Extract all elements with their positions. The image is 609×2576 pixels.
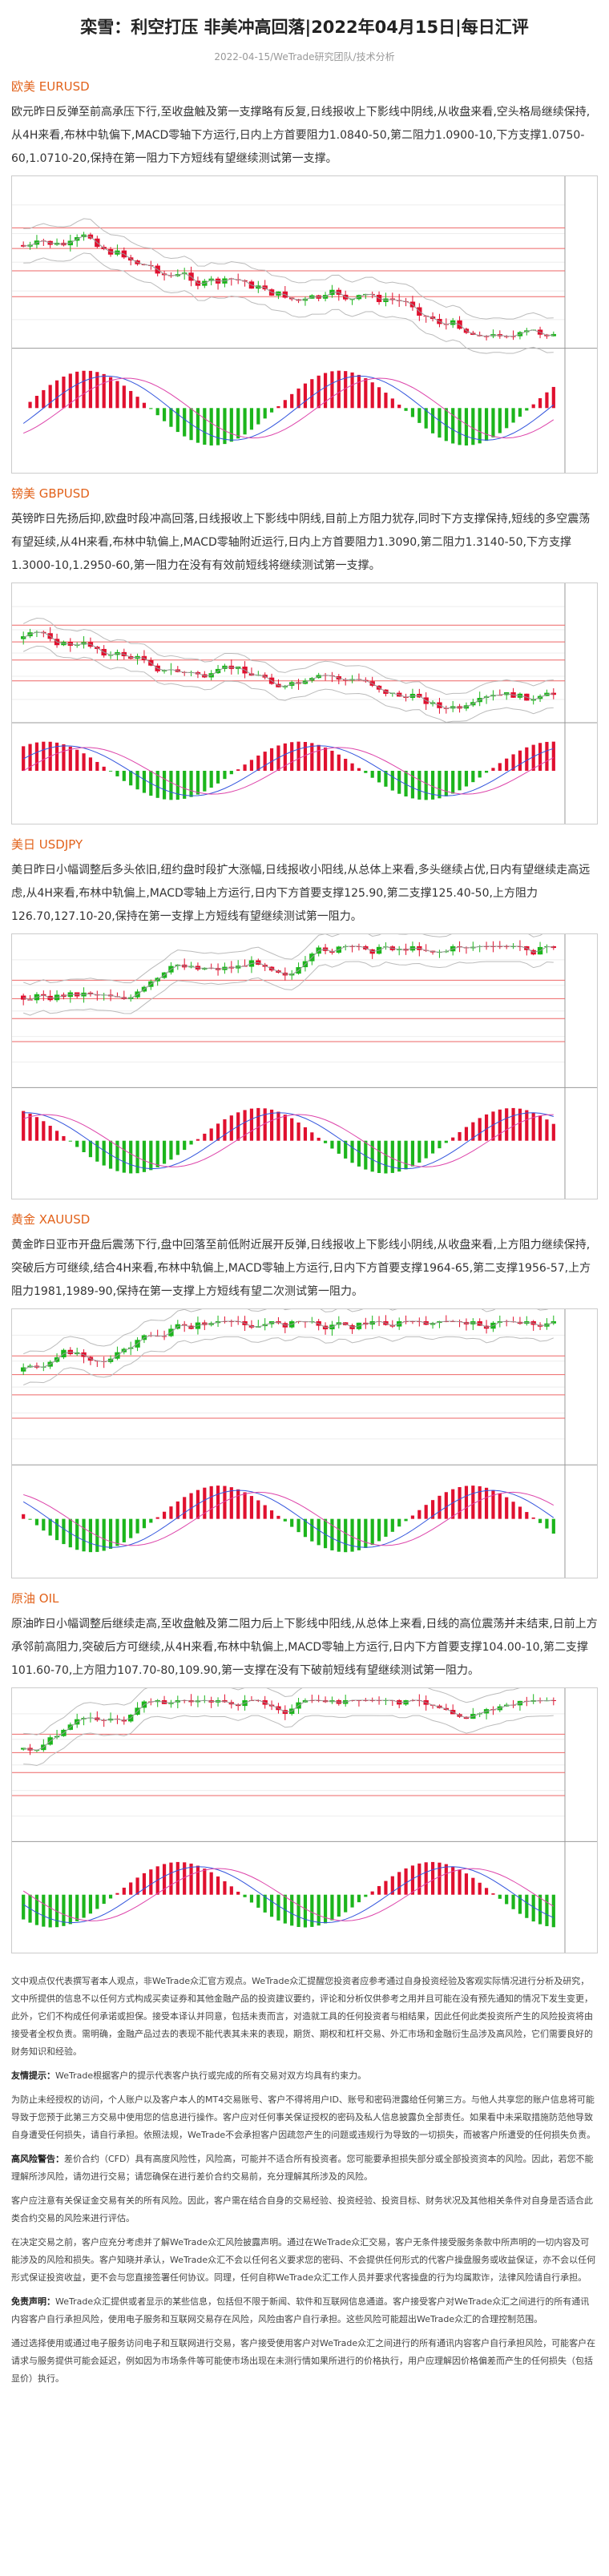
band-lower bbox=[23, 1715, 554, 1767]
disclaimer-label: 高风险警告： bbox=[11, 2154, 64, 2164]
section-heading: 美日 USDJPY bbox=[11, 837, 83, 852]
section-heading: 黄金 XAUUSD bbox=[11, 1212, 91, 1227]
disclaimer-text: 通过选择使用或通过电子服务访问电子和互联网进行交易，客户接受使用客户对WeTra… bbox=[11, 2338, 596, 2384]
band-lower bbox=[23, 961, 554, 1016]
disclaimer-text: 文中观点仅代表撰写者本人观点，非WeTrade众汇官方观点。WeTrade众汇提… bbox=[11, 1976, 593, 2057]
sections: 欧美 EURUSD 欧元昨日反弹至前高承压下行,至收盘触及第一支撑略有反复,日线报… bbox=[11, 78, 598, 1953]
section-text: 英镑昨日先扬后抑,欧盘时段冲高回落,日线报收上下影线中阴线,目前上方阻力犹存,同… bbox=[11, 513, 591, 572]
macd-line bbox=[22, 1866, 555, 1924]
meta: 2022-04-15/WeTrade研究团队/技术分析 bbox=[214, 51, 395, 62]
candle-body bbox=[21, 995, 26, 1000]
article: 栾雪：利空打压 非美冲高回落|2022年04月15日|每日汇评 2022-04-… bbox=[11, 18, 598, 2388]
band-lower bbox=[22, 645, 554, 723]
disclaimer-paragraph: 通过选择使用或通过电子服务访问电子和互联网进行交易，客户接受使用客户对WeTra… bbox=[11, 2335, 598, 2388]
disclaimer-paragraph: 免责声明：WeTrade众汇提供或者显示的某些信息，包括但不限于新闻、软件和互联… bbox=[11, 2293, 598, 2328]
title: 栾雪：利空打压 非美冲高回落|2022年04月15日|每日汇评 bbox=[80, 18, 529, 37]
disclaimer-text: 差价合约（CFD）具有高度风险性，风险高，可能并不适合所有投资者。您可能要承担损… bbox=[11, 2154, 594, 2182]
band-mid bbox=[23, 235, 554, 337]
chart-image bbox=[11, 1687, 598, 1953]
disclaimer-text: 在决定交易之前，客户应充分考虑并了解WeTrade众汇风险披露声明。通过在WeT… bbox=[11, 2237, 596, 2283]
band-lower bbox=[23, 252, 554, 354]
disclaimer-label: 免责声明： bbox=[11, 2296, 55, 2307]
chart-image bbox=[11, 933, 598, 1199]
section-text: 原油昨日小幅调整后继续走高,至收盘触及第二阻力后上下影线中阳线,从总体上来看,日… bbox=[11, 1618, 598, 1677]
macd-line bbox=[22, 375, 555, 441]
band-upper bbox=[23, 934, 543, 986]
disclaimer-text: WeTrade根据客户的提示代表客户执行或完成的所有交易对双方均具有约束力。 bbox=[55, 2070, 367, 2081]
disclaimer-paragraph: 为防止未经授权的访问，个人账户以及客户本人的MT4交易账号、客户不得将用户ID、… bbox=[11, 2091, 598, 2144]
disclaimer-text: 为防止未经授权的访问，个人账户以及客户本人的MT4交易账号、客户不得将用户ID、… bbox=[11, 2094, 596, 2140]
section-text: 美日昨日小幅调整后多头依旧,纽约盘时段扩大涨幅,日线报收小阳线,从总体上来看,多… bbox=[11, 864, 591, 923]
section-heading: 原油 OIL bbox=[11, 1591, 59, 1606]
signal-line bbox=[22, 377, 555, 439]
signal-line bbox=[22, 1868, 555, 1921]
disclaimer-text: WeTrade众汇提供或者显示的某些信息，包括但不限于新闻、软件和互联网信息通道… bbox=[11, 2296, 590, 2324]
band-lower bbox=[22, 1336, 554, 1386]
disclaimer-label: 友情提示： bbox=[11, 2070, 55, 2081]
band-mid bbox=[23, 1699, 554, 1751]
disclaimer-text: 客户应注意有关保证金交易有关的所有风险。因此，客户需在结合自身的交易经验、投资经… bbox=[11, 2195, 593, 2223]
chart-image bbox=[11, 583, 598, 824]
band-upper bbox=[22, 618, 554, 695]
disclaimer-paragraph: 在决定交易之前，客户应充分考虑并了解WeTrade众汇风险披露声明。通过在WeT… bbox=[11, 2234, 598, 2287]
band-mid bbox=[22, 631, 554, 709]
disclaimer-paragraph: 友情提示：WeTrade根据客户的提示代表客户执行或完成的所有交易对双方均具有约… bbox=[11, 2067, 598, 2085]
band-mid bbox=[23, 945, 554, 1001]
section-heading: 镑美 GBPUSD bbox=[11, 486, 90, 501]
candle-body bbox=[551, 1321, 556, 1324]
band-mid bbox=[22, 1320, 554, 1370]
candle-body bbox=[551, 333, 556, 337]
section-text: 欧元昨日反弹至前高承压下行,至收盘触及第一支撑略有反复,日线报收上下影线中阴线,… bbox=[11, 106, 591, 165]
signal-line bbox=[23, 1491, 555, 1546]
chart-image bbox=[11, 1308, 598, 1578]
band-upper bbox=[23, 1688, 520, 1735]
section-heading: 欧美 EURUSD bbox=[11, 79, 90, 94]
disclaimer-paragraph: 客户应注意有关保证金交易有关的所有风险。因此，客户需在结合自身的交易经验、投资经… bbox=[11, 2192, 598, 2227]
signal-line bbox=[22, 747, 555, 795]
chart-image bbox=[11, 175, 598, 474]
signal-line bbox=[23, 1114, 554, 1167]
macd-line bbox=[22, 745, 554, 796]
disclaimer-paragraph: 文中观点仅代表撰写者本人观点，非WeTrade众汇官方观点。WeTrade众汇提… bbox=[11, 1973, 598, 2061]
band-upper bbox=[22, 1309, 549, 1355]
disclaimer-paragraph: 高风险警告：差价合约（CFD）具有高度风险性，风险高，可能并不适合所有投资者。您… bbox=[11, 2151, 598, 2186]
section-text: 黄金昨日亚市开盘后震荡下行,盘中回落至前低附近展开反弹,日线报收上下影线小阴线,… bbox=[11, 1239, 591, 1298]
macd-line bbox=[22, 1490, 555, 1548]
band-upper bbox=[23, 218, 554, 320]
disclaimer: 文中观点仅代表撰写者本人观点，非WeTrade众汇官方观点。WeTrade众汇提… bbox=[11, 1973, 598, 2388]
macd-line bbox=[23, 1112, 554, 1170]
